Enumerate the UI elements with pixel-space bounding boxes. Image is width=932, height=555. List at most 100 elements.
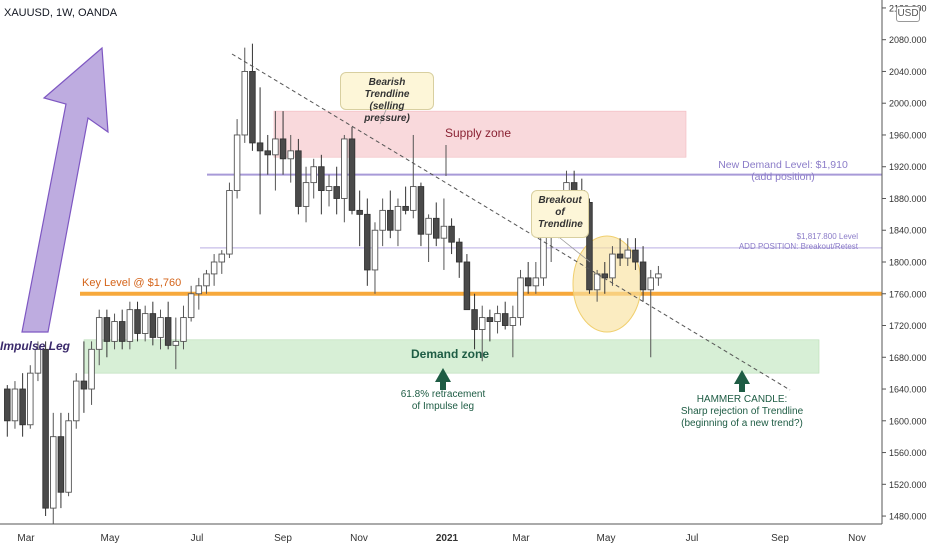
candle <box>402 186 409 215</box>
bearish-trendline-callout: Bearish Trendline (selling pressure) <box>340 72 434 124</box>
candle <box>593 269 601 302</box>
candle <box>72 373 80 429</box>
candle <box>517 269 524 326</box>
candle <box>4 385 11 437</box>
candle <box>341 134 348 223</box>
candle <box>118 309 126 350</box>
time-tick-label: May <box>597 533 616 544</box>
candle-body <box>249 71 256 144</box>
candle-body <box>517 277 524 319</box>
candle <box>647 269 654 358</box>
candle <box>187 285 195 322</box>
candle <box>348 127 356 215</box>
zones-layer: Supply zone Demand zone <box>83 110 820 374</box>
candle-body <box>410 186 417 211</box>
levels-layer: Key Level @ $1,760 <box>80 173 882 333</box>
candle-body <box>203 273 210 287</box>
candle <box>655 265 662 286</box>
candle-body <box>164 317 172 346</box>
candle-body <box>639 261 647 291</box>
breakout-callout: Breakout of Trendline <box>531 190 589 238</box>
impulse-leg-label: Impulse Leg <box>0 339 71 353</box>
candle <box>241 47 249 143</box>
candle <box>134 301 141 342</box>
candle-body <box>4 388 11 422</box>
time-tick-label: May <box>101 533 120 544</box>
price-tick-label: 1560.000 <box>889 448 927 458</box>
candle-body <box>364 213 371 271</box>
candle-body <box>356 209 363 215</box>
time-tick-label: Nov <box>848 533 866 544</box>
candle-body <box>95 317 103 350</box>
candle-body <box>478 317 486 330</box>
candle-body <box>57 436 65 493</box>
candle-body <box>27 372 34 426</box>
price-tick-label: 2000.000 <box>889 99 927 109</box>
candle-body <box>540 233 547 279</box>
candle-body <box>379 209 386 231</box>
time-tick-label: Mar <box>17 533 35 544</box>
candle <box>65 412 72 497</box>
candle-body <box>118 321 126 342</box>
candle <box>501 301 509 330</box>
candle <box>325 174 333 207</box>
candle <box>356 190 363 247</box>
candle-body <box>279 138 287 160</box>
candle-body <box>88 348 95 390</box>
candle <box>586 198 593 294</box>
hammer-arrow-icon <box>734 370 750 392</box>
candle <box>333 166 340 215</box>
candle-body <box>348 138 356 211</box>
candle <box>433 202 440 247</box>
time-tick-label: 2021 <box>436 533 459 544</box>
candle-body <box>149 313 157 338</box>
candle-body <box>241 71 249 136</box>
candle <box>210 254 218 286</box>
candle-body <box>532 277 540 287</box>
candle-body <box>302 182 310 207</box>
candle <box>195 277 203 310</box>
candle-body <box>448 225 455 243</box>
candle <box>111 313 118 350</box>
candle-body <box>325 186 333 191</box>
candle-body <box>157 317 164 338</box>
candle <box>639 246 647 302</box>
candle-body <box>586 202 593 291</box>
time-tick-label: Sep <box>274 533 292 544</box>
candle-body <box>333 186 340 199</box>
candle <box>425 214 432 262</box>
candle-body <box>233 134 241 191</box>
candle-body <box>601 273 609 279</box>
candle-body <box>609 253 616 279</box>
candle <box>624 238 632 266</box>
candle-body <box>195 285 203 295</box>
candle-body <box>471 309 478 330</box>
candle <box>249 43 256 151</box>
candle-body <box>402 205 409 211</box>
candle <box>157 309 164 350</box>
candle-body <box>440 225 448 239</box>
candle <box>417 182 425 247</box>
time-tick-label: Jul <box>191 533 204 544</box>
candle-body <box>80 380 88 390</box>
supply-zone-label: Supply zone <box>445 126 511 140</box>
candle <box>103 309 111 358</box>
candle-body <box>647 277 654 291</box>
time-tick-label: Nov <box>350 533 368 544</box>
candle <box>233 119 241 199</box>
candle <box>50 412 57 524</box>
candle <box>27 365 34 429</box>
currency-badge[interactable]: USD <box>896 6 920 22</box>
candle <box>440 198 448 270</box>
candle <box>42 341 49 517</box>
price-tick-label: 1640.000 <box>889 385 927 395</box>
price-tick-label: 1480.000 <box>889 512 927 522</box>
price-tick-label: 1920.000 <box>889 162 927 172</box>
candle <box>95 309 103 366</box>
candle-body <box>272 138 279 156</box>
candle <box>295 138 302 215</box>
candle <box>471 293 478 350</box>
price-tick-label: 1800.000 <box>889 258 927 268</box>
